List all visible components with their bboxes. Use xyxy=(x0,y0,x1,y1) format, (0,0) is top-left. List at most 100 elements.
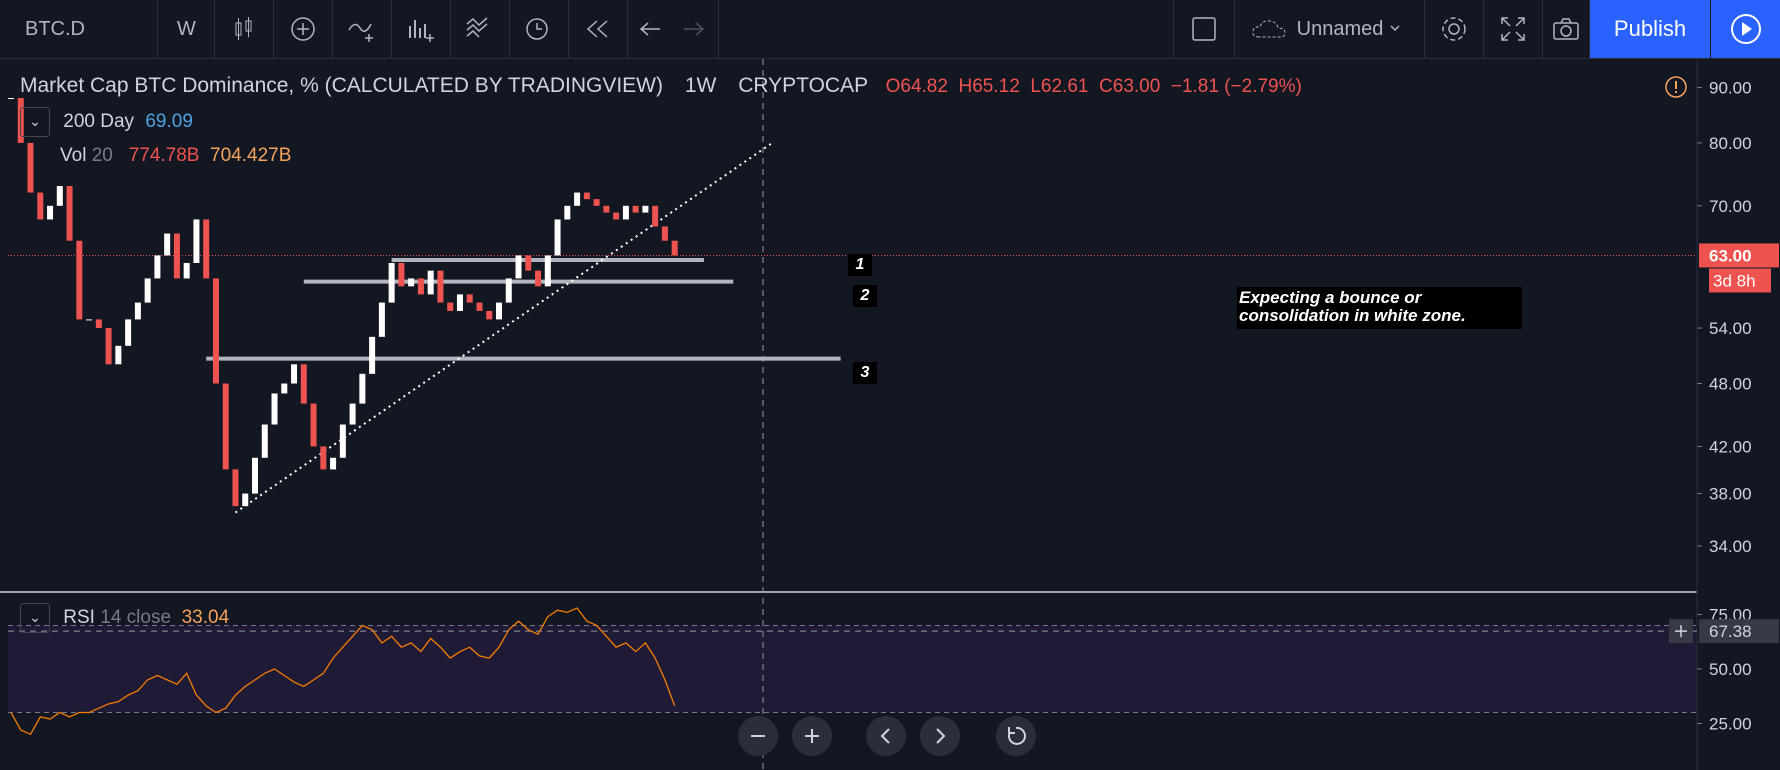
candle-body xyxy=(671,240,678,256)
scroll-left[interactable] xyxy=(866,716,906,756)
settings-button[interactable] xyxy=(1425,0,1484,58)
candle-body xyxy=(417,278,424,295)
gear-icon xyxy=(1442,17,1466,41)
candle-body xyxy=(125,319,132,346)
interval-button[interactable]: W xyxy=(159,0,215,58)
square-icon xyxy=(1192,17,1216,41)
candle-body xyxy=(222,383,229,470)
undo-redo[interactable] xyxy=(628,0,719,58)
interval: W xyxy=(177,17,196,40)
alert-button[interactable] xyxy=(510,0,569,58)
candle-body xyxy=(574,192,581,206)
plus-icon xyxy=(1675,625,1687,638)
candle-body xyxy=(437,270,444,303)
ma-name: 200 Day xyxy=(63,111,135,133)
rsi-line xyxy=(10,607,676,736)
l-value: 62.61 xyxy=(1040,76,1089,97)
candle-body xyxy=(525,255,532,271)
candle-body xyxy=(564,205,571,220)
candle-body xyxy=(232,469,239,507)
crosshair-label: 67.38 xyxy=(1709,622,1752,641)
chevron xyxy=(1390,25,1400,32)
candle-body xyxy=(515,255,522,279)
compare-button[interactable] xyxy=(274,0,333,58)
candle-body xyxy=(359,373,366,404)
candle-body xyxy=(622,205,629,220)
candle-body xyxy=(252,457,258,494)
expand-button[interactable] xyxy=(1484,0,1543,58)
level-label[interactable]: 1 xyxy=(848,253,872,276)
candle-body xyxy=(105,328,112,365)
candle-body xyxy=(300,364,307,404)
templates-button[interactable] xyxy=(392,0,451,58)
candle-body xyxy=(320,446,327,470)
scroll-right[interactable] xyxy=(920,716,960,756)
o-label: O xyxy=(885,76,901,97)
candle-body xyxy=(642,205,649,213)
candle-body xyxy=(330,457,337,470)
publish-button[interactable]: Publish xyxy=(1590,0,1710,58)
candle-body xyxy=(476,302,483,311)
candle-body xyxy=(505,278,512,303)
candle-body xyxy=(339,424,346,458)
candle-body xyxy=(281,383,288,394)
annotation[interactable]: Expecting a bounce or consolidation in w… xyxy=(1237,287,1522,329)
collapse-button[interactable]: ⌄ xyxy=(20,603,50,633)
candle-body xyxy=(456,294,463,311)
stream-button[interactable] xyxy=(1711,0,1780,58)
candle-body xyxy=(349,403,356,425)
price-tick-label: 38.00 xyxy=(1709,485,1752,504)
trendline xyxy=(234,142,773,514)
rsi-legend: ⌄ RSI 14 close 33.04 xyxy=(20,603,229,633)
candle-body xyxy=(661,226,668,241)
zoom-in[interactable] xyxy=(792,716,832,756)
candle-body xyxy=(56,186,63,206)
ohlc: O64.82 H65.12 L62.61 C63.00 −1.81 (−2.79… xyxy=(886,76,1302,97)
indicators-button[interactable] xyxy=(333,0,392,58)
candle-body xyxy=(203,219,210,279)
strategies-button[interactable] xyxy=(451,0,510,58)
minus-icon xyxy=(751,735,765,737)
publish-label: Publish xyxy=(1613,16,1687,41)
series-title: Market Cap BTC Dominance, % (CALCULATED … xyxy=(20,74,663,97)
level-label[interactable]: 3 xyxy=(853,361,877,384)
symbol-search[interactable]: BTC.D xyxy=(0,0,158,58)
last-price-badge xyxy=(1699,243,1779,268)
ma-value: 69.09 xyxy=(145,111,193,133)
play-icon xyxy=(1730,14,1761,44)
layout-button[interactable]: Unnamed xyxy=(1234,0,1425,58)
rsi-tick-label: 25.00 xyxy=(1709,714,1752,733)
level-label[interactable]: 2 xyxy=(853,284,877,307)
rsi-params: 14 close xyxy=(100,607,172,629)
fullscreen-toggle[interactable] xyxy=(1173,0,1235,58)
zoom-out[interactable] xyxy=(738,716,778,756)
candle-body xyxy=(632,205,639,213)
ma-legend: ⌄ 200 Day 69.09 xyxy=(20,107,193,137)
indicator-icon xyxy=(348,23,373,42)
rewind-icon xyxy=(586,20,608,38)
price-tick-label: 54.00 xyxy=(1709,319,1752,338)
candle-body xyxy=(310,403,317,447)
reset-chart[interactable] xyxy=(996,716,1036,756)
candle-body xyxy=(193,219,200,263)
collapse-button[interactable]: ⌄ xyxy=(20,107,50,137)
candle-body xyxy=(544,255,551,287)
replay-button[interactable] xyxy=(569,0,628,58)
candle-body xyxy=(593,199,600,206)
snapshot-button[interactable] xyxy=(1543,0,1590,58)
rsi-name: RSI xyxy=(63,607,95,629)
c-value: 63.00 xyxy=(1112,76,1161,97)
candle-body xyxy=(144,278,151,303)
cloud-icon xyxy=(1252,20,1286,38)
candle-body xyxy=(535,270,542,287)
candle-body xyxy=(291,364,298,384)
candle-body xyxy=(554,219,561,256)
vol-name: Vol xyxy=(60,145,87,166)
candle-body xyxy=(183,262,190,279)
warning-icon[interactable] xyxy=(1664,75,1688,99)
rsi-value: 33.04 xyxy=(181,607,230,629)
right-icon xyxy=(936,728,946,744)
last-price-label: 63.00 xyxy=(1709,246,1752,265)
candle-body xyxy=(173,233,180,279)
chart-type-button[interactable] xyxy=(215,0,274,58)
